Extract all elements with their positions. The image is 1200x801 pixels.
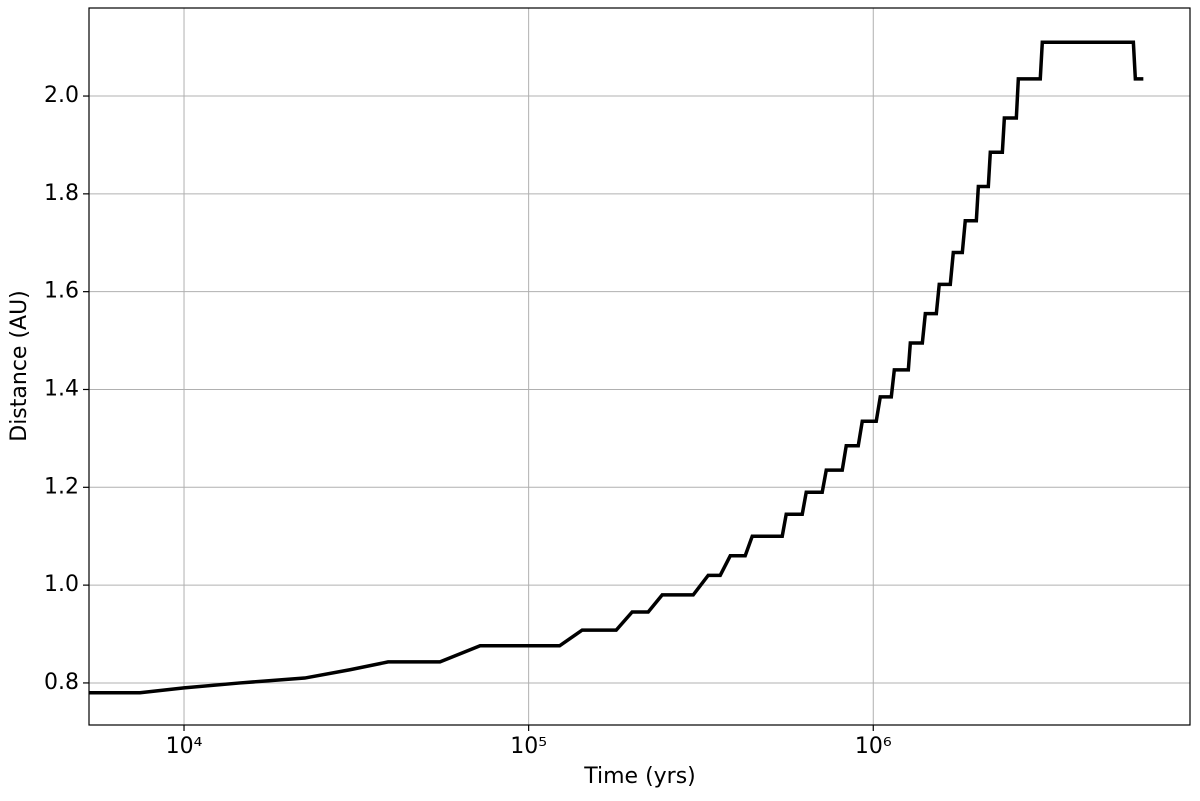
plot-frame bbox=[88, 7, 1191, 726]
y-tick-label: 2.0 bbox=[44, 83, 79, 108]
x-tick-label: 10⁴ bbox=[166, 734, 203, 759]
y-tick-label: 1.4 bbox=[44, 376, 79, 401]
x-axis-label: Time (yrs) bbox=[583, 764, 696, 789]
x-tick-label: 10⁶ bbox=[855, 734, 892, 759]
data-line bbox=[89, 40, 1144, 695]
y-tick-label: 1.0 bbox=[44, 572, 79, 597]
y-axis-label: Distance (AU) bbox=[7, 290, 32, 442]
y-tick-label: 0.8 bbox=[44, 670, 79, 695]
x-tick-label: 10⁵ bbox=[510, 734, 547, 759]
y-tick-label: 1.2 bbox=[44, 474, 79, 499]
y-tick-label: 1.8 bbox=[44, 181, 79, 206]
y-tick-label: 1.6 bbox=[44, 279, 79, 304]
